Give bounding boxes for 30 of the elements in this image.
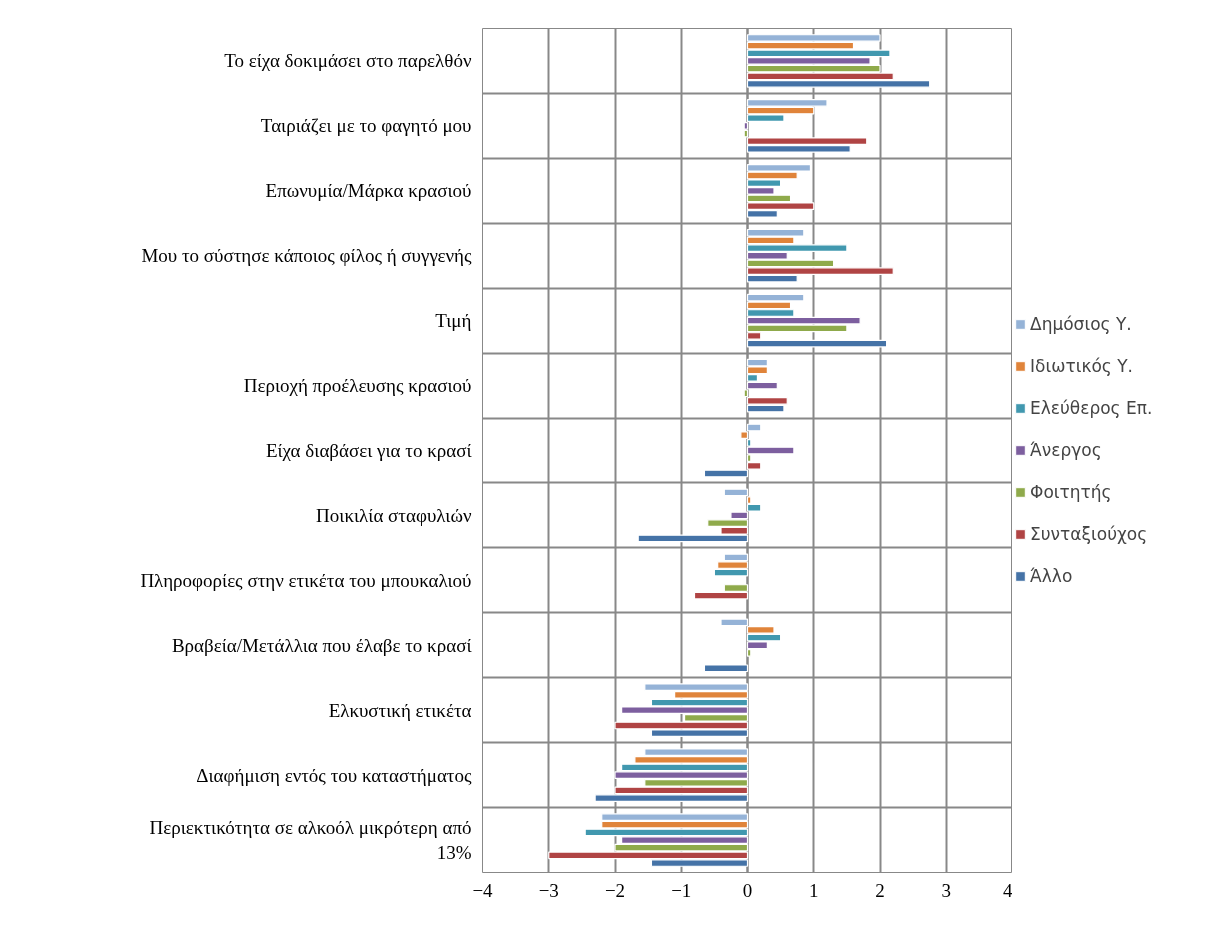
y-tick-label: Επωνυμία/Μάρκα κρασιού [265,180,472,202]
legend-label: Συνταξιούχος [1030,524,1148,544]
x-tick-label: 2 [875,879,885,901]
x-tick-label: −2 [604,879,626,901]
x-tick-label: 3 [941,879,951,901]
legend-label: Φοιτητής [1030,482,1112,502]
y-tick-label: Περιεκτικότητα σε αλκοόλ μικρότερη από 13% [149,816,472,864]
y-tick-label: Περιοχή προέλευσης κρασιού [243,375,472,397]
legend-label: Άλλο [1030,566,1073,586]
legend-label: Ιδιωτικός Υ. [1030,356,1133,376]
y-tick-label: Ποικιλία σταφυλιών [316,504,472,526]
legend-label: Άνεργος [1030,440,1102,460]
x-tick-label: −3 [538,879,559,901]
y-tick-label: Βραβεία/Μετάλλια που έλαβε το κρασί [171,634,473,656]
y-tick-label: Διαφήμιση εντός του καταστήματος [196,764,472,786]
legend-label: Ελεύθερος Επ. [1030,398,1153,418]
y-tick-label: Είχα διαβάσει για το κρασί [265,440,473,461]
x-tick-label: −4 [472,879,494,901]
x-tick-label: 0 [742,879,753,901]
y-tick-label: Ταιριάζει με το φαγητό μου [260,115,472,137]
x-tick-label: 1 [809,879,819,901]
y-tick-label: Πληροφορίες στην ετικέτα του μπουκαλιού [140,569,472,591]
y-tick-label: Μου το σύστησε κάποιος φίλος ή συγγενής [141,245,472,267]
bar [703,664,749,673]
y-tick-label: Τιμή [435,310,472,332]
y-tick-label: Το είχα δοκιμάσει στο παρελθόν [224,50,472,72]
legend-label: Δημόσιος Υ. [1030,314,1132,334]
y-tick-label: Ελκυστική ετικέτα [328,699,472,721]
x-tick-label: −1 [671,879,692,901]
x-tick-label: 4 [1003,879,1013,901]
